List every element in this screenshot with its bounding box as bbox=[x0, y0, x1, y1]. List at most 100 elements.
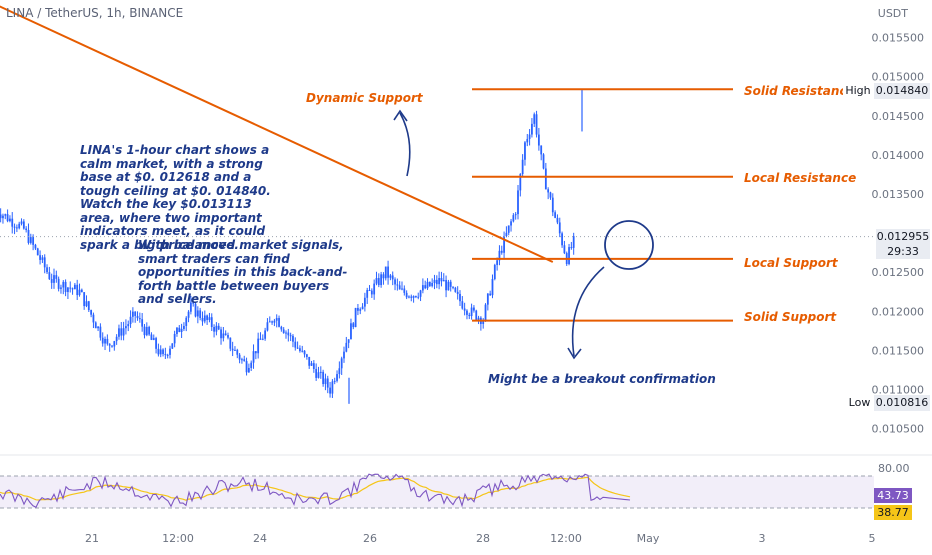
time-tick-label: 12:00 bbox=[550, 532, 582, 545]
candle-body bbox=[401, 288, 403, 290]
candle-body bbox=[217, 325, 220, 330]
price-tick-label: 0.011000 bbox=[872, 383, 925, 396]
currency-label: USDT bbox=[877, 7, 908, 20]
candle-body bbox=[394, 279, 396, 285]
price-tick-label: 0.015500 bbox=[872, 32, 925, 45]
candle-body bbox=[454, 287, 457, 292]
candle-body bbox=[41, 257, 44, 260]
candle-body bbox=[398, 285, 401, 290]
candle-body bbox=[85, 301, 88, 307]
candle-body bbox=[127, 324, 130, 327]
candle-body bbox=[83, 292, 86, 307]
time-tick-label: 12:00 bbox=[162, 532, 194, 545]
time-tick-label: 21 bbox=[85, 532, 99, 545]
candle-body bbox=[377, 278, 380, 286]
candle-body bbox=[317, 372, 320, 378]
candle-body bbox=[452, 286, 454, 288]
candle-body bbox=[178, 327, 181, 333]
candle-body bbox=[25, 228, 28, 231]
candle-body bbox=[387, 266, 389, 278]
candle-body bbox=[442, 280, 445, 282]
candle-body bbox=[213, 327, 215, 332]
symbol-header: LINA / TetherUS, 1h, BINANCE bbox=[6, 6, 184, 20]
candle-body bbox=[266, 322, 269, 331]
candle-body bbox=[87, 301, 90, 311]
countdown-tag: 29:33 bbox=[876, 244, 930, 259]
dynamic-support-arrow bbox=[399, 112, 411, 177]
candle-body bbox=[236, 349, 239, 355]
candle-body bbox=[324, 378, 327, 385]
candle-body bbox=[152, 338, 155, 340]
time-tick-label: 5 bbox=[869, 532, 876, 545]
candle-body bbox=[166, 354, 169, 356]
candle-body bbox=[544, 168, 547, 190]
candle-body bbox=[319, 371, 322, 373]
candle-body bbox=[486, 293, 489, 305]
candle-body bbox=[289, 335, 292, 337]
candle-body bbox=[431, 282, 434, 287]
time-tick-label: 28 bbox=[476, 532, 490, 545]
candle-body bbox=[282, 329, 285, 334]
candle-body bbox=[99, 326, 102, 338]
price-tick-label: 0.010500 bbox=[872, 423, 925, 436]
candle-body bbox=[206, 315, 209, 320]
candle-body bbox=[125, 326, 127, 329]
candle-body bbox=[159, 349, 162, 355]
candle-body bbox=[183, 325, 185, 329]
candle-body bbox=[134, 311, 137, 316]
candle-body bbox=[43, 257, 46, 268]
candle-body bbox=[391, 275, 394, 280]
candle-body bbox=[97, 326, 99, 329]
candle-body bbox=[192, 302, 195, 304]
candle-body bbox=[473, 307, 475, 311]
candle-body bbox=[6, 214, 9, 222]
candle-body bbox=[264, 330, 267, 339]
candle-body bbox=[245, 361, 248, 373]
candle-body bbox=[308, 356, 311, 366]
candle-body bbox=[220, 329, 222, 339]
candle-body bbox=[254, 351, 257, 354]
candle-body bbox=[370, 290, 373, 295]
candle-body bbox=[238, 354, 241, 360]
time-tick-label: May bbox=[637, 532, 660, 545]
high-tag-value: 0.014840 bbox=[874, 83, 930, 99]
candle-body bbox=[176, 327, 178, 334]
candle-body bbox=[368, 290, 371, 292]
candle-body bbox=[519, 174, 522, 191]
candle-body bbox=[60, 287, 62, 289]
price-tick-label: 0.014000 bbox=[872, 149, 925, 162]
candle-body bbox=[39, 255, 41, 260]
candle-body bbox=[194, 303, 197, 317]
rsi-line bbox=[0, 473, 631, 509]
candle-body bbox=[322, 371, 325, 385]
candle-body bbox=[145, 326, 148, 336]
candle-body bbox=[50, 279, 53, 283]
candle-body bbox=[287, 332, 290, 336]
candle-body bbox=[408, 296, 410, 298]
candle-body bbox=[18, 223, 21, 229]
candle-body bbox=[410, 296, 413, 298]
candle-body bbox=[375, 278, 378, 284]
candle-body bbox=[310, 363, 313, 366]
candle-body bbox=[275, 318, 278, 321]
candle-body bbox=[2, 215, 4, 219]
candle-body bbox=[250, 362, 253, 368]
candle-body bbox=[456, 291, 459, 294]
dynamic-support-trendline bbox=[0, 5, 554, 263]
candle-body bbox=[120, 328, 123, 336]
candle-body bbox=[261, 338, 264, 340]
candle-body bbox=[447, 281, 450, 291]
candle-body bbox=[32, 237, 35, 245]
breakout-arrowhead bbox=[567, 347, 582, 360]
candle-body bbox=[528, 134, 531, 139]
candle-body bbox=[173, 333, 176, 344]
candle-body bbox=[55, 275, 58, 279]
candle-body bbox=[115, 336, 118, 342]
rsi-value-tag: 43.73 bbox=[874, 488, 912, 503]
price-tick-label: 0.012500 bbox=[872, 266, 925, 279]
candle-body bbox=[514, 214, 517, 216]
candle-body bbox=[426, 281, 429, 289]
candle-body bbox=[294, 341, 297, 348]
